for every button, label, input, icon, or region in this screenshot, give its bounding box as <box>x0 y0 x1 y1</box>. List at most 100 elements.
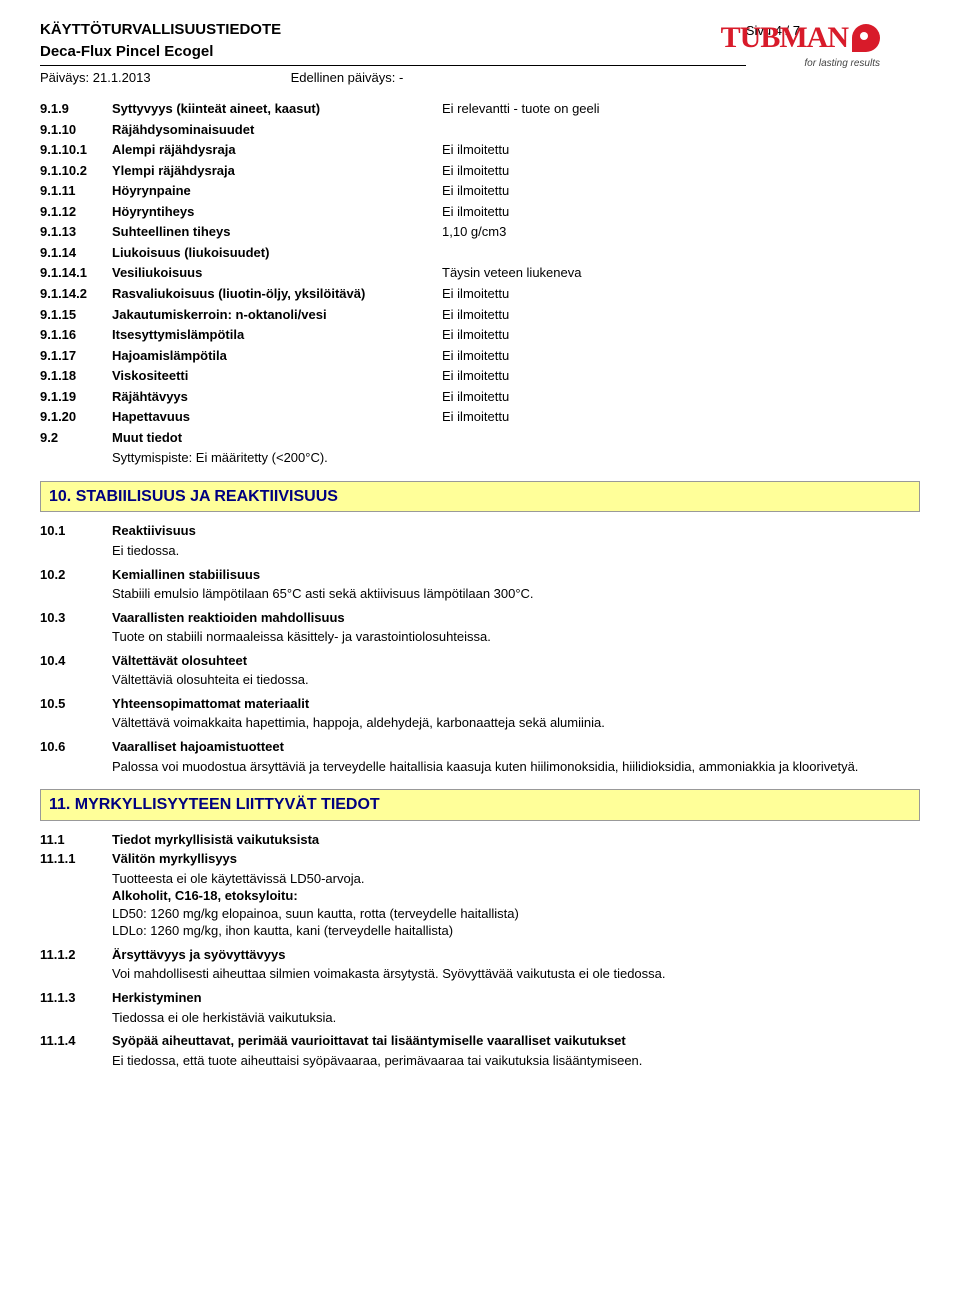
property-row: 9.1.10Räjähdysominaisuudet <box>40 121 920 139</box>
property-row: 9.1.17HajoamislämpötilaEi ilmoitettu <box>40 347 920 365</box>
subsection-label: Vaarallisten reaktioiden mahdollisuus <box>112 609 345 627</box>
property-row: 9.1.19RäjähtävyysEi ilmoitettu <box>40 388 920 406</box>
property-label: Alempi räjähdysraja <box>112 141 442 159</box>
subsection-body: Vältettävä voimakkaita hapettimia, happo… <box>112 714 920 732</box>
logo-icon <box>852 24 880 52</box>
subsection-body: Tiedossa ei ole herkistäviä vaikutuksia. <box>112 1009 920 1027</box>
subsection-number: 10.1 <box>40 522 112 540</box>
subsection-label: Yhteensopimattomat materiaalit <box>112 695 309 713</box>
subsection-label: Välitön myrkyllisyys <box>112 850 237 868</box>
text-line: LDLo: 1260 mg/kg, ihon kautta, kani (ter… <box>112 923 453 938</box>
subsection-row: 10.3Vaarallisten reaktioiden mahdollisuu… <box>40 609 920 627</box>
property-row: 9.1.16ItsesyttymislämpötilaEi ilmoitettu <box>40 326 920 344</box>
subsection-row: 11.1.1 Välitön myrkyllisyys <box>40 850 920 868</box>
property-label: Räjähtävyys <box>112 388 442 406</box>
property-label: Vesiliukoisuus <box>112 264 442 282</box>
subsection-body: Vältettäviä olosuhteita ei tiedossa. <box>112 671 920 689</box>
subsection-number: 11.1.1 <box>40 850 112 868</box>
subsection-body: Tuote on stabiili normaaleissa käsittely… <box>112 628 920 646</box>
section-10-header: 10. STABIILISUUS JA REAKTIIVISUUS <box>40 481 920 513</box>
subsection-row: 10.1Reaktiivisuus <box>40 522 920 540</box>
property-label: Höyrynpaine <box>112 182 442 200</box>
property-number: 9.1.16 <box>40 326 112 344</box>
subsection-number: 11.1.4 <box>40 1032 112 1050</box>
subsection-number: 11.1.3 <box>40 989 112 1007</box>
subsection-body: Stabiili emulsio lämpötilaan 65°C asti s… <box>112 585 920 603</box>
property-value: Ei ilmoitettu <box>442 203 920 221</box>
bold-text: Alkoholit, C16-18, etoksyloitu: <box>112 888 298 903</box>
property-row: 9.1.14.1VesiliukoisuusTäysin veteen liuk… <box>40 264 920 282</box>
subsection-row: 10.6Vaaralliset hajoamistuotteet <box>40 738 920 756</box>
property-number: 9.1.15 <box>40 306 112 324</box>
property-row: 9.1.20HapettavuusEi ilmoitettu <box>40 408 920 426</box>
property-label: Syttyvyys (kiinteät aineet, kaasut) <box>112 100 442 118</box>
property-value: Ei ilmoitettu <box>442 326 920 344</box>
property-row: 9.1.18ViskositeettiEi ilmoitettu <box>40 367 920 385</box>
property-label: Hajoamislämpötila <box>112 347 442 365</box>
property-number: 9.1.12 <box>40 203 112 221</box>
subsection-label: Ärsyttävyys ja syövyttävyys <box>112 946 285 964</box>
property-label: Itsesyttymislämpötila <box>112 326 442 344</box>
subsection-number: 10.6 <box>40 738 112 756</box>
property-value: Ei ilmoitettu <box>442 347 920 365</box>
property-value: Täysin veteen liukeneva <box>442 264 920 282</box>
property-number: 9.1.19 <box>40 388 112 406</box>
subsection-label: Kemiallinen stabiilisuus <box>112 566 260 584</box>
product-name: Deca-Flux Pincel Ecogel <box>40 42 746 65</box>
property-number: 9.1.20 <box>40 408 112 426</box>
text-line: Tuotteesta ei ole käytettävissä LD50-arv… <box>112 871 364 886</box>
property-value: Ei ilmoitettu <box>442 162 920 180</box>
property-number: 9.1.13 <box>40 223 112 241</box>
property-value: Ei relevantti - tuote on geeli <box>442 100 920 118</box>
property-row: 9.1.13Suhteellinen tiheys1,10 g/cm3 <box>40 223 920 241</box>
property-value: Ei ilmoitettu <box>442 141 920 159</box>
subsection-number: 10.3 <box>40 609 112 627</box>
subsection-body: Voi mahdollisesti aiheuttaa silmien voim… <box>112 965 920 983</box>
property-row: 9.1.9Syttyvyys (kiinteät aineet, kaasut)… <box>40 100 920 118</box>
subsection-body: Palossa voi muodostua ärsyttäviä ja terv… <box>112 758 920 776</box>
section-9-properties: 9.1.9Syttyvyys (kiinteät aineet, kaasut)… <box>40 100 920 426</box>
property-value: Ei ilmoitettu <box>442 388 920 406</box>
property-row: 9.1.10.2Ylempi räjähdysrajaEi ilmoitettu <box>40 162 920 180</box>
property-number: 9.1.11 <box>40 182 112 200</box>
property-number: 9.1.14.2 <box>40 285 112 303</box>
property-number: 9.1.9 <box>40 100 112 118</box>
property-row: 9.1.12HöyryntiheysEi ilmoitettu <box>40 203 920 221</box>
doc-title: KÄYTTÖTURVALLISUUSTIEDOTE <box>40 20 746 40</box>
subsection-number: 11.1 <box>40 831 112 849</box>
property-value: 1,10 g/cm3 <box>442 223 920 241</box>
property-number: 9.1.14 <box>40 244 112 262</box>
property-label: Rasvaliukoisuus (liuotin-öljy, yksilöitä… <box>112 285 442 303</box>
subsection-body: Ei tiedossa, että tuote aiheuttaisi syöp… <box>112 1052 920 1070</box>
subsection-label: Tiedot myrkyllisistä vaikutuksista <box>112 831 319 849</box>
property-value: Ei ilmoitettu <box>442 367 920 385</box>
property-label: Jakautumiskerroin: n-oktanoli/vesi <box>112 306 442 324</box>
subsection-label: Vaaralliset hajoamistuotteet <box>112 738 284 756</box>
property-label: Liukoisuus (liukoisuudet) <box>112 244 442 262</box>
property-number: 9.1.10 <box>40 121 112 139</box>
property-value: Ei ilmoitettu <box>442 182 920 200</box>
subsection-label: Herkistyminen <box>112 989 202 1007</box>
property-row: 9.1.14.2Rasvaliukoisuus (liuotin-öljy, y… <box>40 285 920 303</box>
subsection-label: Reaktiivisuus <box>112 522 196 540</box>
property-body: Syttymispiste: Ei määritetty (<200°C). <box>112 449 920 467</box>
date-label: Päiväys: 21.1.2013 <box>40 69 151 87</box>
subsection-row: 11.1.3 Herkistyminen <box>40 989 920 1007</box>
text-line: LD50: 1260 mg/kg elopainoa, suun kautta,… <box>112 906 519 921</box>
property-value <box>442 244 920 262</box>
subsection-number: 10.2 <box>40 566 112 584</box>
subsection-row: 11.1.2 Ärsyttävyys ja syövyttävyys <box>40 946 920 964</box>
subsection-row: 10.4Vältettävät olosuhteet <box>40 652 920 670</box>
subsection-number: 10.4 <box>40 652 112 670</box>
property-number: 9.1.18 <box>40 367 112 385</box>
property-label: Muut tiedot <box>112 429 442 447</box>
property-number: 9.1.17 <box>40 347 112 365</box>
property-value: Ei ilmoitettu <box>442 285 920 303</box>
property-row: 9.1.11HöyrynpaineEi ilmoitettu <box>40 182 920 200</box>
subsection-body: Ei tiedossa. <box>112 542 920 560</box>
subsection-label: Syöpää aiheuttavat, perimää vaurioittava… <box>112 1032 626 1050</box>
property-number: 9.1.10.2 <box>40 162 112 180</box>
property-label: Suhteellinen tiheys <box>112 223 442 241</box>
section-10-body: 10.1Reaktiivisuus Ei tiedossa.10.2Kemiall… <box>40 522 920 775</box>
section-11-header: 11. MYRKYLLISYYTEEN LIITTYVÄT TIEDOT <box>40 789 920 821</box>
